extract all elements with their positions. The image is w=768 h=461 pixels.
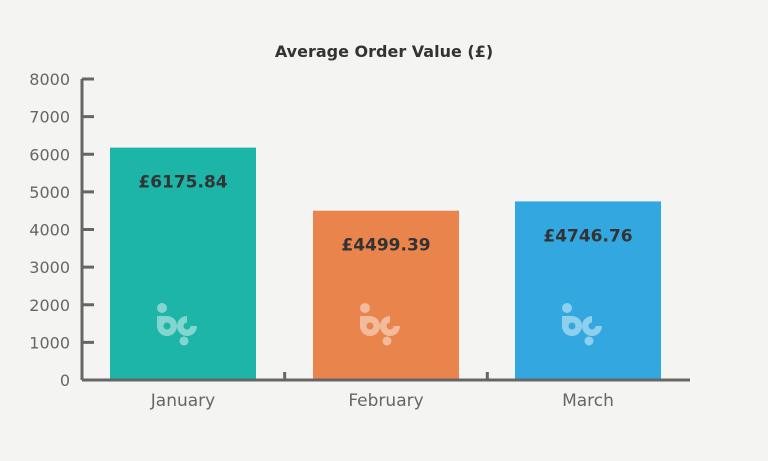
- y-tick-label: 7000: [29, 108, 70, 127]
- data-label: £4746.76: [543, 226, 632, 246]
- bp-logo-watermark: [360, 303, 400, 346]
- data-label: £4499.39: [341, 236, 430, 256]
- bar-march: [515, 201, 661, 380]
- y-tick-label: 2000: [29, 296, 70, 315]
- x-tick-label: March: [562, 391, 614, 411]
- chart-title: Average Order Value (£): [275, 42, 493, 61]
- x-tick-label: January: [150, 391, 215, 411]
- bp-logo-watermark: [157, 303, 197, 346]
- y-tick-label: 3000: [29, 258, 70, 277]
- bp-logo-watermark: [562, 303, 602, 346]
- bar-february: [313, 210, 459, 380]
- y-tick-label: 5000: [29, 183, 70, 202]
- data-label: £6175.84: [138, 173, 227, 193]
- y-tick-label: 6000: [29, 145, 70, 164]
- y-tick-label: 0: [60, 371, 70, 390]
- bar-january: [110, 147, 256, 380]
- y-tick-label: 1000: [29, 333, 70, 352]
- y-tick-label: 8000: [29, 70, 70, 89]
- y-tick-label: 4000: [29, 221, 70, 240]
- x-tick-label: February: [348, 391, 423, 411]
